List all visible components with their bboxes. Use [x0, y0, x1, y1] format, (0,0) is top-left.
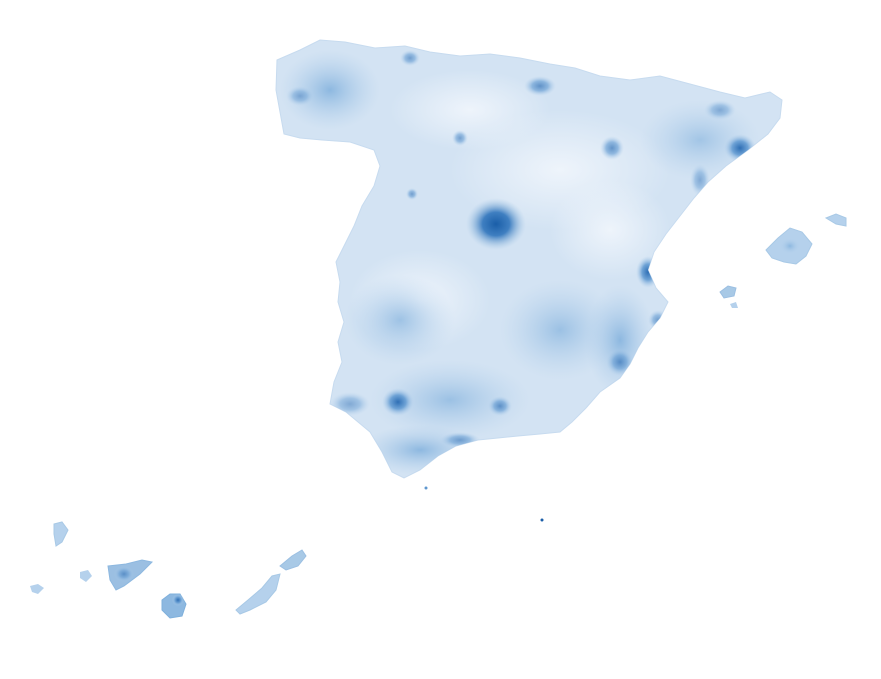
mainland-region	[275, 39, 783, 479]
formentera-shape	[730, 302, 738, 308]
la-palma-shape	[53, 521, 69, 547]
fuerteventura-shape	[235, 573, 281, 615]
menorca-shape	[824, 213, 847, 227]
melilla-dot	[540, 518, 544, 522]
balearic-islands	[719, 213, 847, 308]
north-africa-enclaves	[424, 486, 544, 522]
canary-islands	[30, 521, 307, 619]
sevilla-hotspot	[382, 388, 414, 416]
la-gomera-shape	[80, 570, 92, 582]
madrid-hotspot	[466, 198, 526, 250]
ceuta-dot	[424, 486, 428, 490]
mainland-texture	[280, 50, 760, 475]
valencia-hotspot	[636, 256, 660, 288]
el-hierro-shape	[30, 584, 44, 594]
lanzarote-shape	[279, 549, 307, 571]
ibiza-shape	[719, 285, 737, 299]
